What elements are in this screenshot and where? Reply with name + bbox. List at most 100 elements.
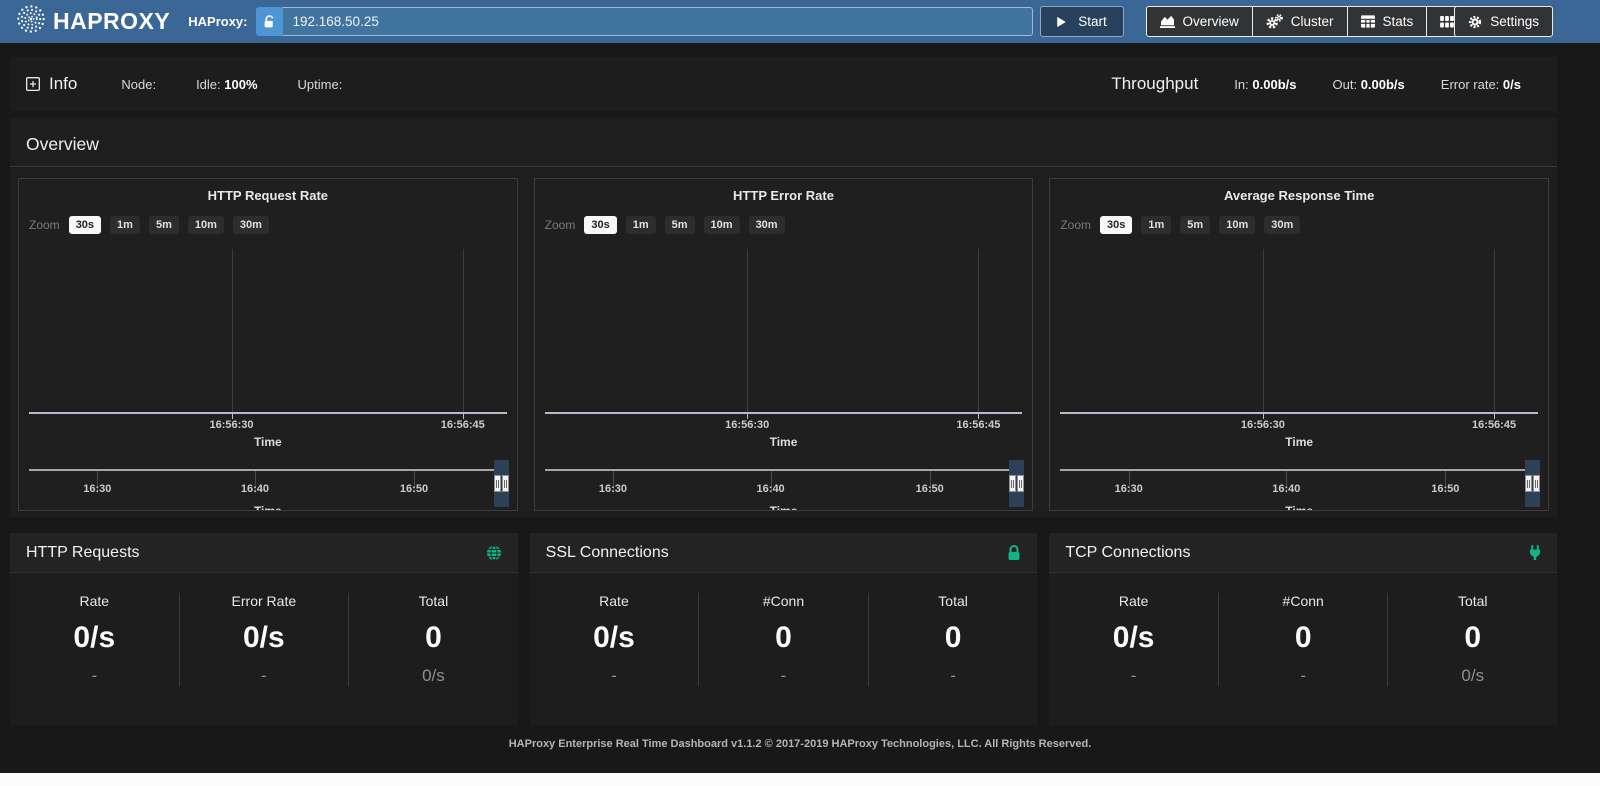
charts-row: HTTP Request Rate Zoom 30s 1m 5m 10m 30m… <box>18 178 1549 511</box>
metric-conn: #Conn 0 - <box>698 593 868 686</box>
navigator-tick-label: 16:40 <box>241 483 269 495</box>
metric-total: Total 0 0/s <box>1387 593 1557 686</box>
table-icon <box>1361 15 1375 28</box>
navigator-tick-label: 16:30 <box>83 483 111 495</box>
axis-tick-label: 16:56:45 <box>1472 419 1516 431</box>
axis-tick-label: 16:56:30 <box>210 419 254 431</box>
error-rate-stat: Error rate: 0/s <box>1441 77 1521 92</box>
navigator-axis <box>545 469 1023 471</box>
uptime-label: Uptime: <box>298 77 343 92</box>
card-title: TCP Connections <box>1065 544 1190 562</box>
info-label: Info <box>49 74 77 94</box>
navigator-tick-label: 16:50 <box>916 483 944 495</box>
address-input[interactable] <box>283 7 1033 36</box>
overview-section: Overview HTTP Request Rate Zoom 30s 1m 5… <box>10 118 1557 517</box>
info-bar: Info Node: Idle: 100% Uptime: Throughput… <box>10 57 1557 111</box>
zoom-10m-button[interactable]: 10m <box>1219 216 1255 234</box>
zoom-5m-button[interactable]: 5m <box>149 216 179 234</box>
zoom-1m-button[interactable]: 1m <box>1141 216 1171 234</box>
card-body: Rate 0/s - #Conn 0 - Total 0 0/s <box>1049 573 1557 702</box>
navigator-handle[interactable] <box>1525 460 1540 507</box>
metric-total: Total 0 - <box>868 593 1038 686</box>
axis-tick-label: 16:56:45 <box>956 419 1000 431</box>
navigator-grip[interactable] <box>1009 475 1016 492</box>
zoom-30s-button[interactable]: 30s <box>584 216 616 234</box>
zoom-label: Zoom <box>1060 218 1091 232</box>
cluster-tab-button[interactable]: Cluster <box>1252 6 1348 37</box>
page-bottom-strip <box>0 773 1600 786</box>
navigator-tick-label: 16:40 <box>757 483 785 495</box>
navigator-grip[interactable] <box>1525 475 1532 492</box>
zoom-30s-button[interactable]: 30s <box>69 216 101 234</box>
card-body: Rate 0/s - Error Rate 0/s - Total 0 0/s <box>10 573 518 702</box>
error-rate-value: 0/s <box>1503 77 1521 92</box>
address-input-group <box>256 7 1033 36</box>
plot-area: 16:56:30 16:56:45 <box>1060 249 1538 414</box>
gridline <box>232 249 233 412</box>
plot-area: 16:56:30 16:56:45 <box>29 249 507 414</box>
metric-rate: Rate 0/s - <box>10 593 179 686</box>
chart-panel-http-request-rate: HTTP Request Rate Zoom 30s 1m 5m 10m 30m… <box>18 178 518 511</box>
out-value: 0.00b/s <box>1361 77 1405 92</box>
navigator-grip[interactable] <box>1533 475 1540 492</box>
x-axis-title: Time <box>535 435 1033 449</box>
axis-tick-label: 16:56:30 <box>1241 419 1285 431</box>
unlock-icon-button[interactable] <box>256 7 283 36</box>
zoom-30s-button[interactable]: 30s <box>1100 216 1132 234</box>
navigator-grip[interactable] <box>494 475 501 492</box>
chart-panel-average-response-time: Average Response Time Zoom 30s 1m 5m 10m… <box>1049 178 1549 511</box>
zoom-controls: Zoom 30s 1m 5m 10m 30m <box>545 216 785 234</box>
gridline <box>1494 249 1495 412</box>
zoom-controls: Zoom 30s 1m 5m 10m 30m <box>29 216 269 234</box>
zoom-5m-button[interactable]: 5m <box>1180 216 1210 234</box>
navigator-handle[interactable] <box>494 460 509 507</box>
zoom-1m-button[interactable]: 1m <box>110 216 140 234</box>
zoom-label: Zoom <box>29 218 60 232</box>
gridline <box>463 249 464 412</box>
metric-rate: Rate 0/s - <box>530 593 699 686</box>
overview-tab-button[interactable]: Overview <box>1146 6 1253 37</box>
stats-tab-button[interactable]: Stats <box>1347 6 1428 37</box>
zoom-30m-button[interactable]: 30m <box>1264 216 1300 234</box>
navigator-handle[interactable] <box>1009 460 1024 507</box>
navigator-axis-title: Time <box>19 504 517 511</box>
metric-error-rate: Error Rate 0/s - <box>179 593 349 686</box>
zoom-label: Zoom <box>545 218 576 232</box>
navigator-grip[interactable] <box>1017 475 1024 492</box>
unlock-icon <box>263 15 276 29</box>
metric-total: Total 0 0/s <box>348 593 518 686</box>
footer-text: HAProxy Enterprise Real Time Dashboard v… <box>0 738 1600 750</box>
zoom-controls: Zoom 30s 1m 5m 10m 30m <box>1060 216 1300 234</box>
zoom-5m-button[interactable]: 5m <box>665 216 695 234</box>
grid-icon <box>1440 16 1454 28</box>
top-navbar: HAPROXY HAProxy: Start Overview Cluster <box>0 0 1600 43</box>
http-requests-card: HTTP Requests Rate 0/s - Error Rate 0/s … <box>10 533 518 725</box>
card-header: SSL Connections <box>530 533 1038 573</box>
lock-icon <box>1007 545 1021 561</box>
navigator-grip[interactable] <box>502 475 509 492</box>
plug-icon <box>1529 545 1541 561</box>
zoom-30m-button[interactable]: 30m <box>749 216 785 234</box>
settings-button[interactable]: Settings <box>1454 6 1553 37</box>
zoom-1m-button[interactable]: 1m <box>626 216 656 234</box>
chart-title: HTTP Error Rate <box>535 188 1033 203</box>
navigator-tick-label: 16:30 <box>599 483 627 495</box>
start-button[interactable]: Start <box>1040 6 1124 37</box>
globe-icon <box>486 545 502 561</box>
throughput-group: Throughput In: 0.00b/s Out: 0.00b/s Erro… <box>1111 74 1521 94</box>
info-section-toggle[interactable]: Info <box>26 74 77 94</box>
address-field-label: HAProxy: <box>188 14 247 29</box>
in-value: 0.00b/s <box>1252 77 1296 92</box>
throughput-title: Throughput <box>1111 74 1198 94</box>
card-header: TCP Connections <box>1049 533 1557 573</box>
zoom-10m-button[interactable]: 10m <box>188 216 224 234</box>
stats-cards-row: HTTP Requests Rate 0/s - Error Rate 0/s … <box>10 533 1557 725</box>
plus-square-icon <box>26 77 40 91</box>
metric-rate: Rate 0/s - <box>1049 593 1218 686</box>
node-label: Node: <box>121 77 156 92</box>
chart-title: Average Response Time <box>1050 188 1548 203</box>
gridline <box>1263 249 1264 412</box>
zoom-30m-button[interactable]: 30m <box>233 216 269 234</box>
zoom-10m-button[interactable]: 10m <box>704 216 740 234</box>
axis-tick-label: 16:56:45 <box>441 419 485 431</box>
